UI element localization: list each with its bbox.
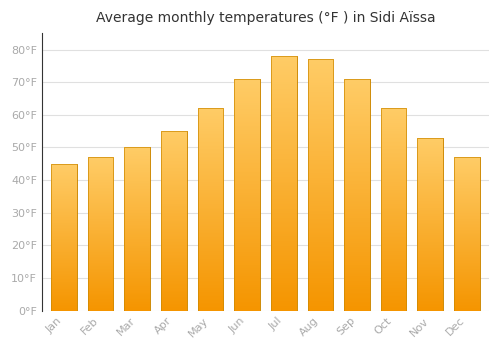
Bar bbox=[418, 138, 443, 310]
Bar bbox=[454, 157, 479, 310]
Bar bbox=[308, 60, 333, 310]
Bar bbox=[198, 108, 224, 310]
Bar bbox=[124, 147, 150, 310]
Bar bbox=[381, 108, 406, 310]
Title: Average monthly temperatures (°F ) in Sidi Aïssa: Average monthly temperatures (°F ) in Si… bbox=[96, 11, 435, 25]
Bar bbox=[88, 157, 114, 310]
Bar bbox=[161, 131, 186, 310]
Bar bbox=[234, 79, 260, 310]
Bar bbox=[271, 56, 296, 310]
Bar bbox=[51, 164, 77, 310]
Bar bbox=[344, 79, 370, 310]
